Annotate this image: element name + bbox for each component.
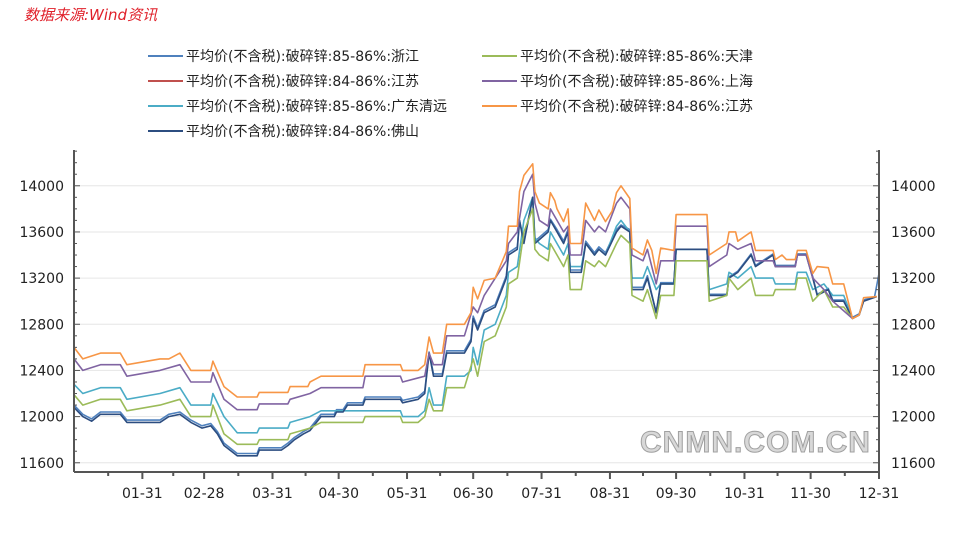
y-tick-label-left: 11600 bbox=[19, 456, 64, 472]
y-tick-label-left: 13600 bbox=[19, 225, 64, 241]
y-tick-label-right: 13600 bbox=[891, 225, 936, 241]
legend: 平均价(不含税):破碎锌:85-86%:浙江平均价(不含税):破碎锌:84-86… bbox=[148, 49, 753, 140]
series-line-3 bbox=[73, 196, 878, 457]
y-tick-label-left: 12800 bbox=[19, 317, 64, 333]
x-tick-label: 08-31 bbox=[590, 486, 631, 502]
x-tick-label: 06-30 bbox=[453, 486, 494, 502]
y-tick-label-right: 11600 bbox=[891, 456, 936, 472]
legend-label: 平均价(不含税):破碎锌:84-86%:江苏 bbox=[186, 74, 419, 90]
x-tick-label: 09-30 bbox=[656, 486, 697, 502]
legend-label: 平均价(不含税):破碎锌:85-86%:广东清远 bbox=[186, 99, 447, 115]
legend-label: 平均价(不含税):破碎锌:84-86%:佛山 bbox=[186, 124, 419, 140]
legend-label: 平均价(不含税):破碎锌:85-86%:上海 bbox=[520, 74, 753, 90]
series-line-4 bbox=[73, 208, 854, 446]
x-tick-label: 07-31 bbox=[521, 486, 562, 502]
y-tick-label-right: 14000 bbox=[891, 179, 936, 195]
legend-label: 平均价(不含税):破碎锌:84-86%:江苏 bbox=[520, 99, 753, 115]
x-tick-label: 04-30 bbox=[318, 486, 359, 502]
y-tick-label-right: 12800 bbox=[891, 317, 936, 333]
x-tick-label: 12-31 bbox=[859, 486, 900, 502]
y-tick-label-left: 13200 bbox=[19, 271, 64, 287]
y-tick-label-left: 14000 bbox=[19, 179, 64, 195]
y-tick-label-right: 12000 bbox=[891, 410, 936, 426]
x-tick-label: 05-31 bbox=[387, 486, 428, 502]
axes: 11600 11600 12000 12000 12400 12400 12800 12800… bbox=[19, 150, 936, 502]
x-tick-label: 10-31 bbox=[724, 486, 765, 502]
series-line-5 bbox=[73, 173, 854, 411]
y-tick-label-left: 12000 bbox=[19, 410, 64, 426]
series-line-6 bbox=[73, 163, 877, 398]
series-lines bbox=[73, 163, 880, 457]
y-tick-label-left: 12400 bbox=[19, 363, 64, 379]
series-line-2 bbox=[73, 196, 854, 434]
y-tick-label-right: 13200 bbox=[891, 271, 936, 287]
watermark: CNMN.COM.CN bbox=[640, 426, 871, 459]
x-tick-label: 03-31 bbox=[252, 486, 293, 502]
x-tick-label: 02-28 bbox=[184, 486, 225, 502]
x-tick-label: 01-31 bbox=[122, 486, 163, 502]
y-tick-label-right: 12400 bbox=[891, 363, 936, 379]
legend-label: 平均价(不含税):破碎锌:85-86%:浙江 bbox=[186, 49, 419, 65]
legend-label: 平均价(不含税):破碎锌:85-86%:天津 bbox=[520, 49, 753, 65]
data-source-label: 数据来源:Wind资讯 bbox=[24, 6, 158, 24]
x-tick-label: 11-30 bbox=[790, 486, 831, 502]
